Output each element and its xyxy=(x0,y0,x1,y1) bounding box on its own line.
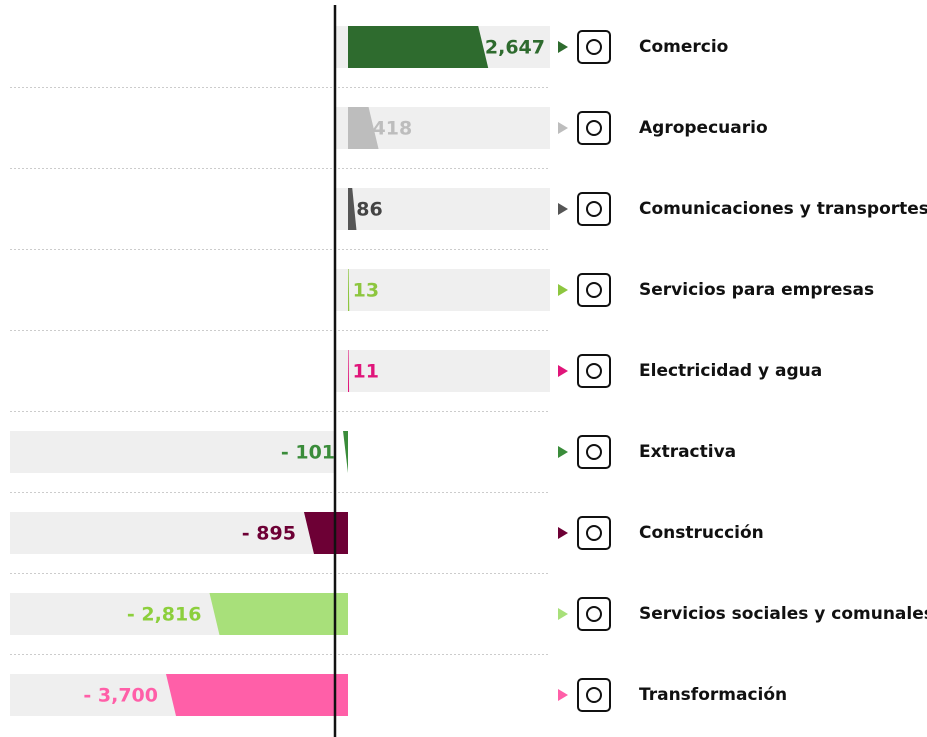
icon-shape xyxy=(577,111,611,145)
value-label: 13 xyxy=(353,280,379,302)
icon xyxy=(577,30,611,64)
icon-shape xyxy=(586,201,602,217)
icon-shape xyxy=(577,678,611,712)
icon-shape xyxy=(586,525,602,541)
bar-background xyxy=(335,188,550,230)
arrow xyxy=(558,122,568,134)
icon-shape xyxy=(586,444,602,460)
icon-shape xyxy=(586,39,602,55)
icon-shape xyxy=(577,273,611,307)
category-label: Agropecuario xyxy=(639,118,768,138)
arrow xyxy=(558,689,568,701)
value-label: - 101 xyxy=(281,442,335,464)
bar xyxy=(348,107,379,149)
bar-background xyxy=(335,269,550,311)
bar xyxy=(209,593,348,635)
arrow xyxy=(558,365,568,377)
category-label: Extractiva xyxy=(639,442,736,462)
bar xyxy=(348,269,350,311)
category-label: Comercio xyxy=(639,37,728,57)
bar-background xyxy=(10,431,335,473)
value-label: 2,647 xyxy=(485,37,545,59)
value-label: - 895 xyxy=(242,523,296,545)
bar xyxy=(348,350,350,392)
icon-shape xyxy=(586,687,602,703)
arrow xyxy=(558,284,568,296)
bar xyxy=(348,188,357,230)
category-label: Servicios sociales y comunales xyxy=(639,604,927,624)
category-label: Electricidad y agua xyxy=(639,361,822,381)
category-label: Comunicaciones y transportes xyxy=(639,199,927,219)
category-label: Servicios para empresas xyxy=(639,280,874,300)
category-label: Construcción xyxy=(639,523,764,543)
value-label: - 2,816 xyxy=(127,604,202,626)
icon-shape xyxy=(586,282,602,298)
bar-background xyxy=(335,350,550,392)
bar xyxy=(303,512,348,554)
icon-shape xyxy=(586,363,602,379)
icon xyxy=(577,678,611,712)
bar xyxy=(348,26,489,68)
icon-shape xyxy=(577,354,611,388)
icon xyxy=(577,273,611,307)
icon xyxy=(577,354,611,388)
value-label: 11 xyxy=(353,361,379,383)
icon-shape xyxy=(577,435,611,469)
bar xyxy=(166,674,348,716)
value-label: 418 xyxy=(373,118,413,140)
icon-shape xyxy=(586,120,602,136)
arrow xyxy=(558,203,568,215)
bar xyxy=(343,431,348,473)
icon-shape xyxy=(586,606,602,622)
arrow xyxy=(558,608,568,620)
icon-shape xyxy=(577,516,611,550)
arrow xyxy=(558,527,568,539)
arrow xyxy=(558,446,568,458)
icon xyxy=(577,192,611,226)
icon xyxy=(577,111,611,145)
value-label: - 3,700 xyxy=(83,685,158,707)
value-label: 86 xyxy=(356,199,382,221)
category-label: Transformación xyxy=(639,685,787,705)
icon xyxy=(577,516,611,550)
icon xyxy=(577,435,611,469)
icon-shape xyxy=(577,597,611,631)
arrow xyxy=(558,41,568,53)
icon-shape xyxy=(577,30,611,64)
icon xyxy=(577,597,611,631)
bar-background xyxy=(10,512,335,554)
icon-shape xyxy=(577,192,611,226)
